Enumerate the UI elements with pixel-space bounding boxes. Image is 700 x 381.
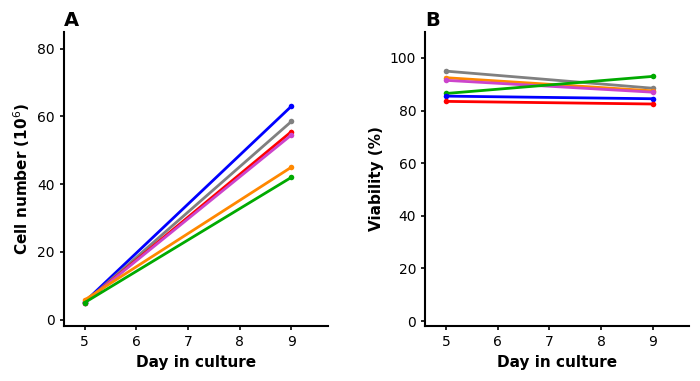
Text: B: B [426,11,440,30]
X-axis label: Day in culture: Day in culture [136,355,256,370]
Y-axis label: Viability (%): Viability (%) [370,126,384,231]
X-axis label: Day in culture: Day in culture [497,355,617,370]
Text: A: A [64,11,79,30]
Y-axis label: Cell number (10$^6$): Cell number (10$^6$) [11,103,32,255]
